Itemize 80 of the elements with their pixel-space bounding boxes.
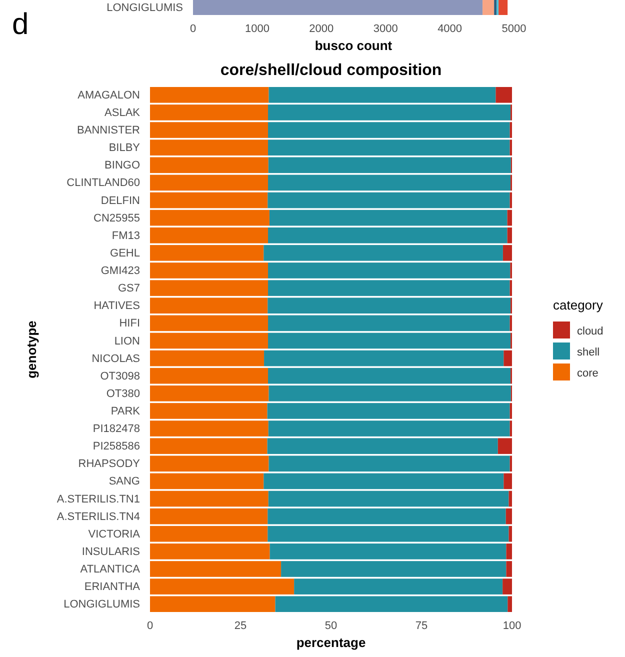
y-tick-label: LONGIGLUMIS [64, 598, 140, 611]
bar [268, 368, 511, 384]
y-tick-label: PI258586 [92, 440, 140, 453]
bar [508, 490, 512, 507]
bar [150, 315, 268, 332]
y-tick-label: LION [114, 335, 140, 348]
bar [150, 490, 268, 507]
x-tick-label: 75 [415, 620, 428, 632]
x-axis-title: percentage [296, 635, 366, 650]
y-tick-label: AMAGALON [78, 89, 140, 102]
bar [150, 350, 264, 366]
y-tick-label: BANNISTER [77, 124, 140, 137]
x-tick-label: 0 [190, 22, 196, 35]
bar [268, 490, 509, 507]
bar [150, 508, 268, 524]
y-tick-label: A.STERILIS.TN1 [56, 493, 140, 506]
legend-label: core [577, 368, 598, 380]
bar [268, 174, 511, 191]
y-tick-label: RHAPSODY [78, 458, 141, 470]
bar [506, 508, 512, 524]
y-tick-label: OT3098 [100, 370, 140, 382]
x-tick-label: 4000 [438, 22, 462, 35]
legend-label: cloud [577, 326, 604, 338]
y-tick-label: NICOLAS [92, 352, 140, 365]
bar [268, 332, 511, 349]
bar [150, 368, 268, 384]
y-tick-label: BINGO [104, 160, 140, 172]
bar [193, 0, 483, 15]
chart-title: core/shell/cloud composition [220, 62, 442, 79]
bar [268, 508, 506, 524]
y-tick-label: A.STERILIS.TN4 [56, 510, 140, 523]
bar [268, 192, 510, 208]
legend-title: category [553, 298, 604, 312]
y-tick-label: CN25955 [94, 212, 140, 224]
y-tick-label: FM13 [112, 230, 140, 242]
y-tick-label: INSULARIS [82, 546, 140, 558]
bar [264, 350, 504, 366]
bar [498, 0, 508, 15]
x-tick-label: 2000 [309, 22, 334, 35]
x-tick-label: 3000 [373, 22, 398, 35]
bar [482, 0, 494, 15]
bar [507, 210, 512, 226]
y-tick-label: DELFIN [100, 194, 140, 207]
y-tick-label: GS7 [118, 282, 140, 295]
bar [150, 332, 268, 349]
y-tick-label: LONGIGLUMIS [106, 2, 183, 14]
bar [268, 315, 510, 332]
y-tick-label: HATIVES [94, 300, 140, 312]
y-tick-label: PARK [110, 405, 141, 418]
bar [494, 0, 497, 15]
y-tick-label: ASLAK [104, 106, 141, 119]
x-tick-label: 0 [146, 620, 154, 632]
y-tick-label: BILBY [108, 142, 141, 154]
bar [504, 473, 512, 490]
bar [150, 473, 264, 490]
y-tick-label: SANG [108, 476, 140, 488]
bar [150, 192, 268, 208]
x-axis-title: busco count [314, 38, 393, 53]
y-tick-label: HIFI [119, 318, 140, 330]
x-tick-label: 5000 [502, 22, 526, 35]
x-tick-label: 1000 [244, 22, 270, 35]
bar [150, 174, 268, 191]
bar [264, 473, 504, 490]
legend-label: shell [577, 346, 600, 358]
y-tick-label: GMI423 [100, 265, 140, 278]
x-tick-label: 50 [324, 620, 338, 632]
y-tick-label: ATLANTICA [80, 564, 141, 576]
y-tick-label: ERIANTHA [84, 581, 141, 594]
x-tick-label: 25 [234, 620, 247, 632]
text: d [12, 8, 29, 41]
y-tick-label: VICTORIA [88, 528, 141, 540]
bar [504, 350, 512, 366]
y-tick-label: CLINTLAND60 [66, 177, 140, 190]
x-tick-label: 100 [502, 620, 522, 632]
bar [150, 210, 270, 226]
y-axis-title: genotype [24, 320, 39, 378]
y-tick-label: PI182478 [92, 423, 140, 436]
y-tick-label: OT380 [106, 388, 140, 400]
y-tick-label: GEHL [110, 247, 140, 260]
bar [269, 210, 508, 226]
